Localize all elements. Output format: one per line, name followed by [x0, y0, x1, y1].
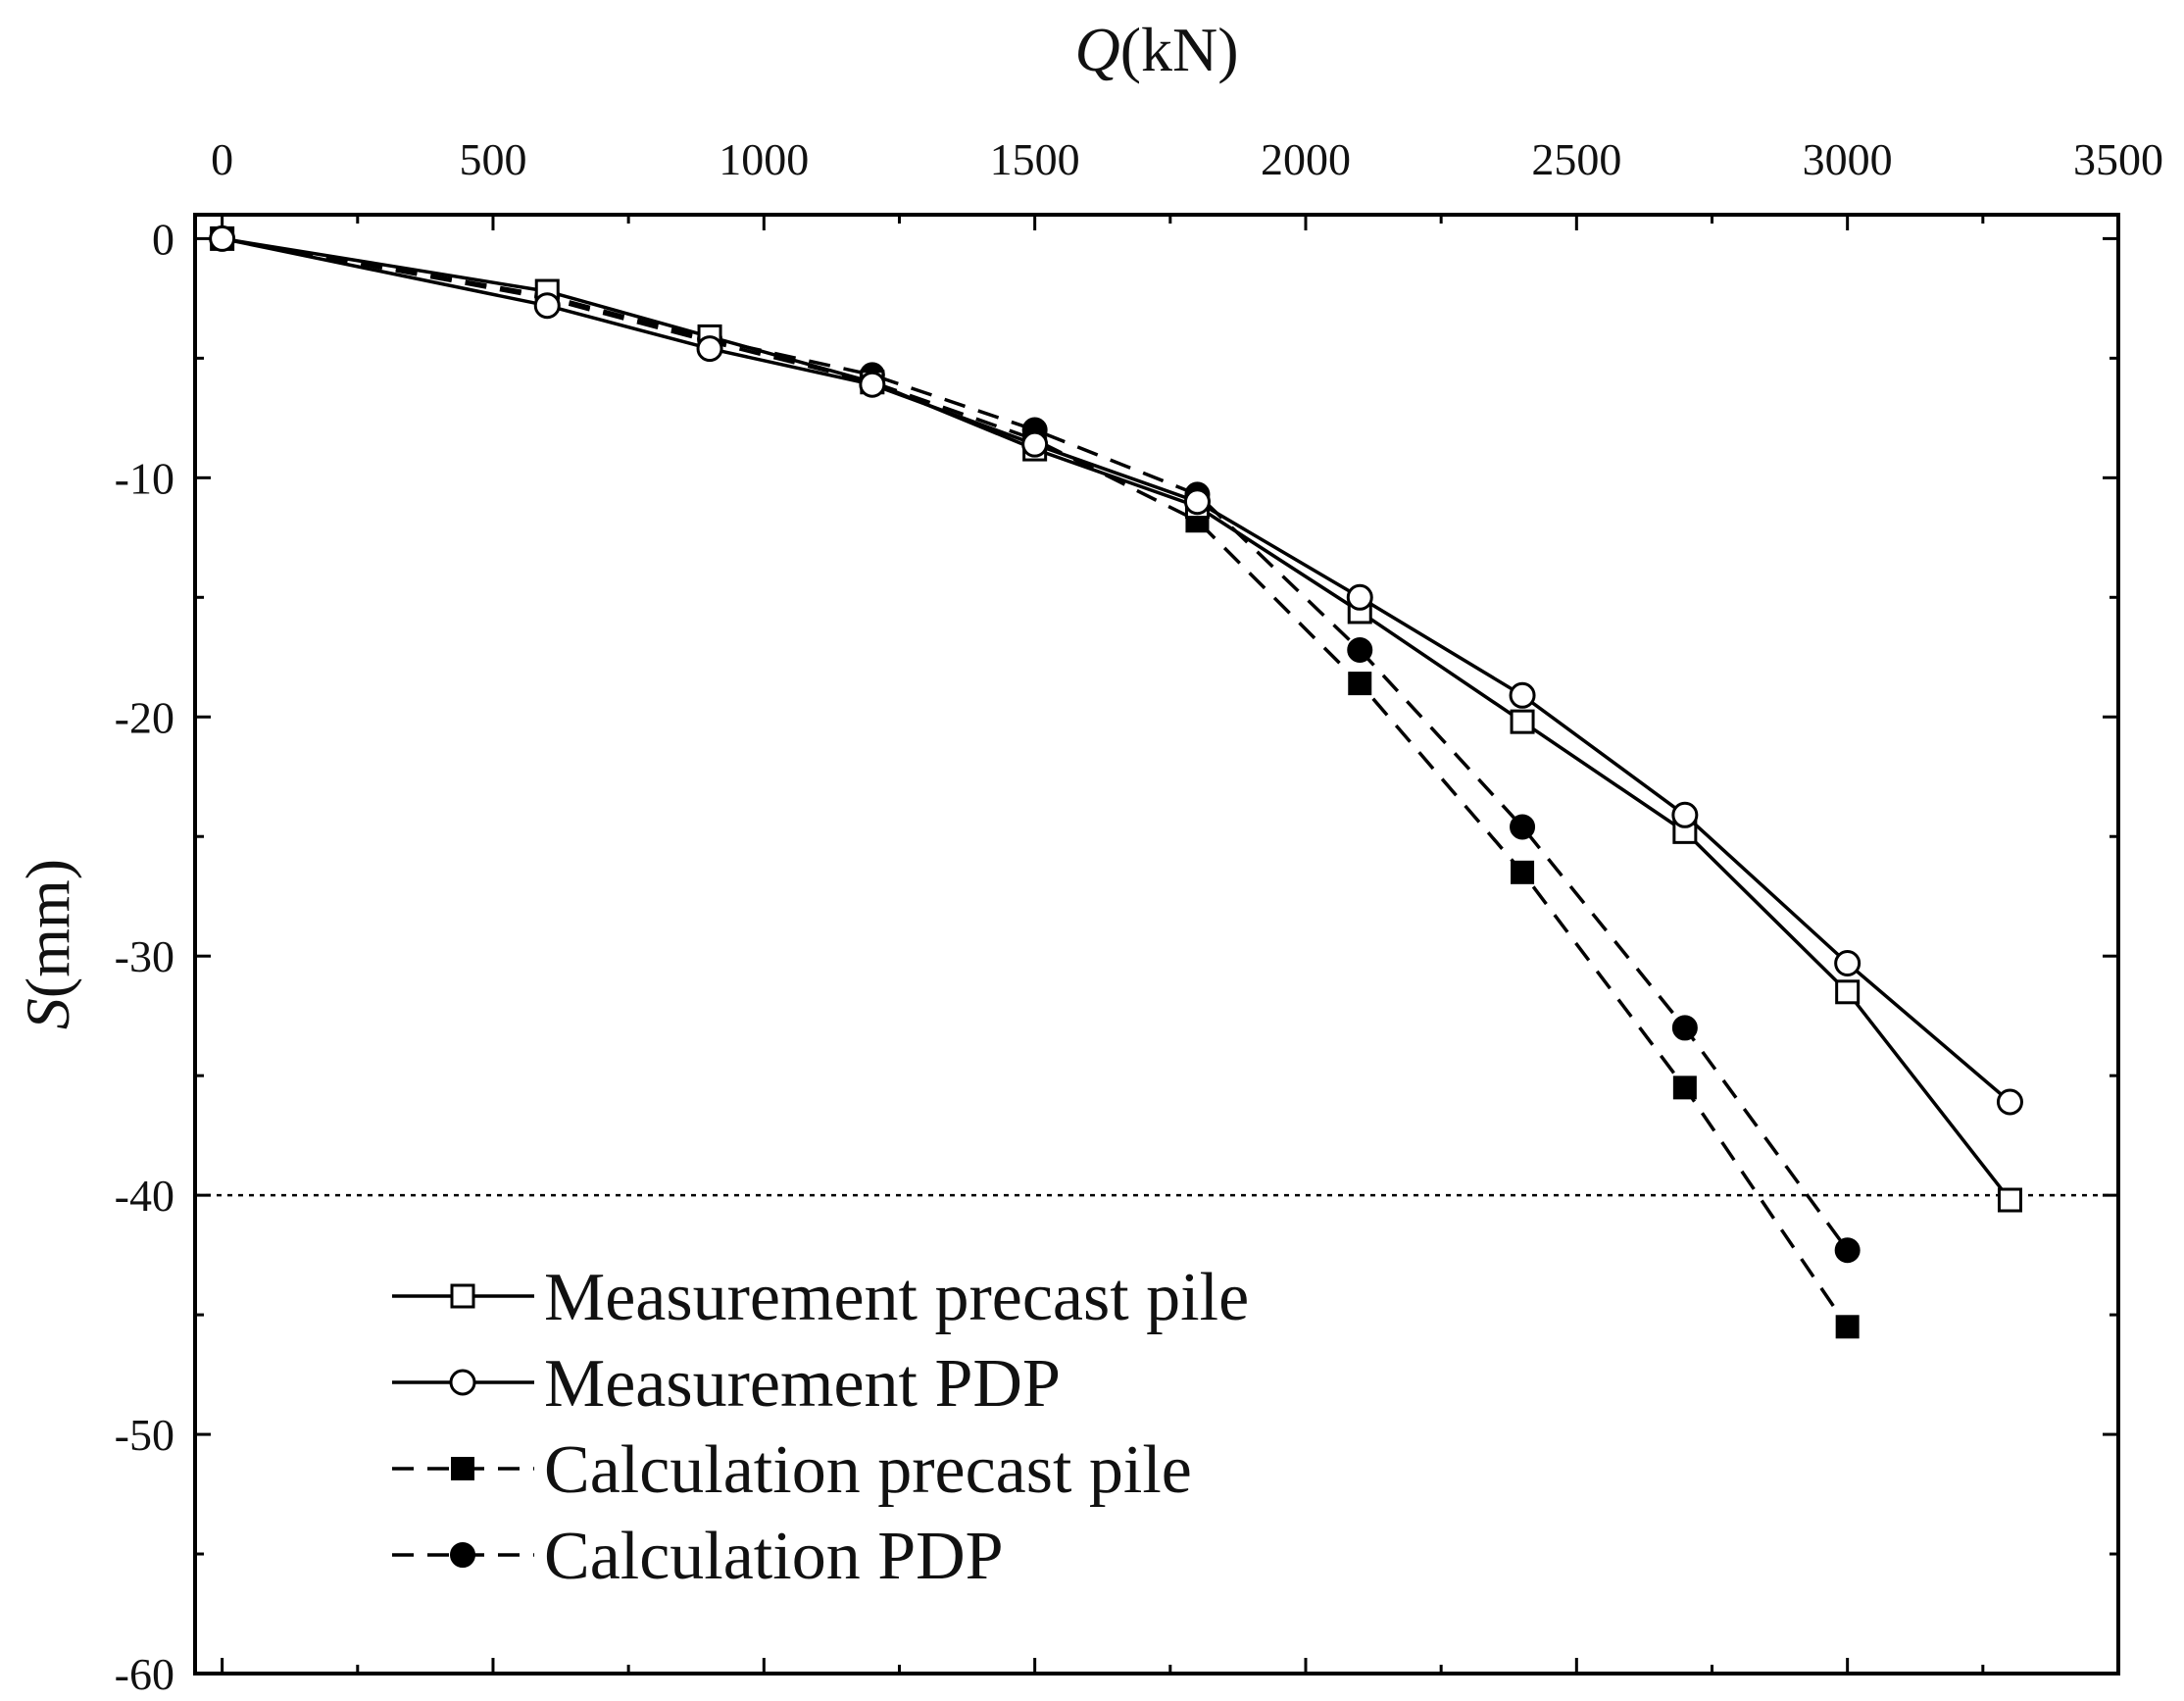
legend-item: Calculation PDP	[392, 1519, 1004, 1594]
legend-item: Measurement precast pile	[392, 1260, 1249, 1335]
y-tick-label: -60	[115, 1649, 174, 1699]
data-point	[1997, 1187, 2022, 1213]
y-tick-label: -40	[115, 1171, 174, 1221]
data-point	[1835, 1315, 1860, 1339]
y-tick-label: -10	[115, 453, 174, 503]
legend-marker	[451, 1457, 474, 1480]
series-line	[222, 236, 1850, 1328]
x-tick-label: 3500	[2073, 134, 2163, 184]
legend-label: Measurement precast pile	[544, 1260, 1249, 1335]
legend-item: Measurement PDP	[392, 1346, 1061, 1422]
y-axis-title: S(mm)	[13, 859, 82, 1029]
x-tick-label: 1500	[990, 134, 1080, 184]
plot-area	[193, 213, 2120, 1676]
y-tick-label: -30	[115, 931, 174, 981]
data-point	[1671, 1015, 1698, 1041]
data-point	[696, 335, 723, 363]
y-tick-label: -20	[115, 692, 174, 742]
series-layer	[209, 225, 2023, 1339]
data-point	[859, 371, 886, 398]
legend-marker	[449, 1369, 476, 1396]
series-line	[222, 236, 2011, 1202]
data-point	[1510, 709, 1535, 734]
data-point	[1347, 636, 1373, 663]
data-point	[1346, 583, 1373, 611]
data-point	[533, 292, 561, 320]
x-axis-title: Q(kN)	[1074, 15, 1238, 84]
series-line	[222, 236, 2011, 1104]
legend-item: Calculation precast pile	[392, 1432, 1192, 1508]
data-point	[1671, 801, 1699, 828]
x-tick-label: 500	[459, 134, 526, 184]
data-point	[1672, 1076, 1697, 1100]
legend-label: Calculation PDP	[544, 1519, 1004, 1594]
data-point	[1183, 488, 1211, 516]
x-tick-label: 0	[211, 134, 233, 184]
x-axis-title-var: Q	[1074, 15, 1119, 84]
legend-marker	[450, 1542, 475, 1568]
data-point	[1996, 1088, 2023, 1116]
series-calculation-pdp	[209, 225, 1861, 1264]
x-axis-title-unit: (kN)	[1120, 15, 1239, 84]
data-point	[1835, 979, 1861, 1005]
y-axis-title-unit: (mm)	[13, 859, 82, 998]
data-point	[1834, 950, 1861, 977]
data-point	[1834, 1237, 1861, 1264]
y-tick-label: -50	[115, 1410, 174, 1460]
series-measurement-precast-pile	[210, 225, 2022, 1213]
series-line	[222, 236, 1850, 1252]
data-point	[1509, 681, 1536, 709]
data-point	[1021, 430, 1049, 458]
data-point	[1511, 860, 1535, 884]
x-tick-label: 3000	[1803, 134, 1893, 184]
x-tick-label: 1000	[719, 134, 809, 184]
x-tick-label: 2000	[1261, 134, 1351, 184]
data-point	[1510, 814, 1536, 840]
plot-frame	[193, 213, 2120, 1676]
series-measurement-pdp	[209, 225, 2023, 1116]
data-point	[209, 225, 236, 252]
data-point	[1348, 672, 1372, 696]
y-tick-label: 0	[152, 214, 174, 264]
legend-label: Calculation precast pile	[544, 1432, 1192, 1508]
legend-label: Measurement PDP	[544, 1346, 1061, 1422]
legend-marker	[450, 1283, 475, 1309]
x-tick-label: 2500	[1531, 134, 1621, 184]
legend: Measurement precast pile Measurement PDP C…	[392, 1260, 1249, 1594]
y-axis: 0 -10 -20 -30 -40 -50 -60	[115, 214, 2118, 1699]
y-axis-title-var: S	[13, 998, 82, 1029]
x-axis: 0 500 1000 1500 2000 2500 3000 3500	[211, 134, 2163, 1674]
